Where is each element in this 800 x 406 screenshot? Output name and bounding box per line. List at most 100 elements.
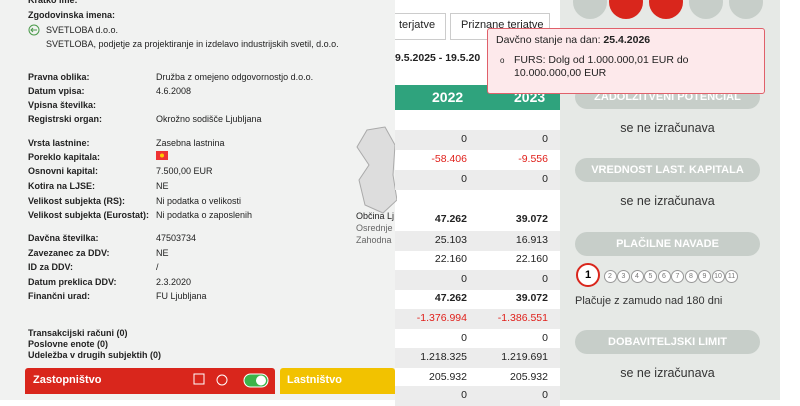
tooltip-title: Davčno stanje na dan: 25.4.2026 — [496, 34, 651, 46]
cell: 1.218.325 — [420, 351, 467, 363]
cell: -1.386.551 — [497, 312, 548, 324]
field-value: NE — [156, 181, 169, 191]
rating-button[interactable]: PLAČILNE NAVADE — [575, 232, 760, 256]
row-bg — [395, 130, 560, 150]
field-label: Velikost subjekta (RS): — [28, 196, 126, 206]
field-label: Poreklo kapitala: — [28, 152, 101, 162]
cell: 22.160 — [434, 253, 467, 265]
action-icons[interactable] — [560, 0, 780, 22]
field-value: Ni podatka o velikosti — [156, 196, 242, 206]
field-value: FU Ljubljana — [156, 291, 207, 301]
cell: 0 — [542, 273, 548, 285]
rating-button[interactable]: DOBAVITELJSKI LIMIT — [575, 330, 760, 354]
cell: 0 — [542, 389, 548, 401]
payment-level: 2 — [603, 270, 617, 283]
info-panel — [0, 0, 395, 400]
payment-level: 9 — [698, 270, 711, 283]
field-label: Registrski organ: — [28, 114, 103, 124]
map — [356, 126, 397, 214]
tab-label: terjatve — [399, 19, 436, 31]
field-value: 4.6.2008 — [156, 86, 192, 96]
cell: 1.219.691 — [501, 351, 548, 363]
payment-level: 10 — [711, 270, 725, 283]
cell: -58.406 — [431, 153, 467, 165]
payment-level: 8 — [684, 270, 698, 283]
field-label: Kotira na LJSE: — [28, 181, 96, 191]
year: 2022 — [432, 89, 464, 105]
cell: 0 — [461, 332, 467, 344]
map-label: Osrednje — [356, 223, 393, 233]
field-value: Ni podatka o zaposlenih — [156, 210, 253, 220]
history-label: Zgodovinska imena: — [28, 10, 116, 20]
cell: 16.913 — [515, 234, 548, 246]
cell: 47.262 — [434, 292, 467, 304]
payment-level: 7 — [671, 270, 684, 283]
field-label: Velikost subjekta (Eurostat): — [28, 210, 150, 220]
cell: 39.072 — [515, 292, 548, 304]
related-link: Poslovne enote (0) — [28, 339, 109, 349]
cell: 0 — [461, 173, 467, 185]
cell: 0 — [542, 173, 548, 185]
panel-title: Zastopništvo — [33, 374, 102, 386]
cell: 0 — [542, 332, 548, 344]
payment-level: 5 — [644, 270, 657, 283]
tooltip: Davčno stanje na dan: 25.4.2026 o FURS: Do… — [487, 28, 765, 94]
ownership-bar[interactable] — [280, 368, 395, 394]
row-bg — [395, 309, 560, 329]
rating-text: se ne izračunava — [620, 121, 715, 135]
field-value: Družba z omejeno odgovornostjo d.o.o. — [156, 72, 314, 82]
cell: 39.072 — [515, 213, 548, 225]
flag-icon — [156, 151, 168, 160]
payment-text: Plačuje z zamudo nad 180 dni — [575, 295, 723, 307]
cell: -9.556 — [518, 153, 548, 165]
tooltip-item: FURS: Dolg od 1.000.000,01 EUR do 10.000… — [514, 54, 689, 79]
field-value: / — [156, 262, 159, 272]
tab[interactable]: terjatve — [395, 13, 446, 40]
related-link: Udeležba v drugih subjektih (0) — [28, 350, 162, 360]
period: 9.5.2025 - 19.5.20 — [395, 52, 481, 64]
cell: 205.932 — [429, 371, 467, 383]
field-label: Datum vpisa: — [28, 86, 85, 96]
field-label: Osnovni kapital: — [28, 166, 99, 176]
cell: 0 — [461, 389, 467, 401]
history-name: SVETLOBA, podjetje za projektiranje in i… — [46, 39, 339, 49]
field-value: 47503734 — [156, 233, 197, 243]
row-bg — [395, 270, 560, 290]
field-label: Pravna oblika: — [28, 72, 90, 82]
cell: 47.262 — [434, 213, 467, 225]
rating-text: se ne izračunava — [620, 194, 715, 208]
row-bg — [395, 348, 560, 368]
cell: 0 — [542, 133, 548, 145]
field-label: Davčna številka: — [28, 233, 99, 243]
field-label: Vpisna številka: — [28, 100, 97, 110]
field-label: Zavezanec za DDV: — [28, 248, 110, 258]
field-value: Okrožno sodišče Ljubljana — [156, 114, 262, 124]
cell: 205.932 — [510, 371, 548, 383]
related-link: Transakcijski računi (0) — [28, 328, 128, 338]
history-icon — [28, 24, 40, 36]
field-label: Datum preklica DDV: — [28, 277, 117, 287]
row-bg — [395, 170, 560, 190]
representation-bar[interactable] — [25, 368, 275, 394]
rating-button[interactable]: VREDNOST LAST. KAPITALA — [575, 158, 760, 182]
row-bg — [395, 231, 560, 251]
payment-level: 11 — [725, 270, 738, 283]
field-label: ID za DDV: — [28, 262, 74, 272]
tooltip-date: 25.4.2026 — [600, 34, 651, 46]
payment-level: 1 — [576, 263, 600, 287]
map-label: Občina Lj — [356, 211, 395, 221]
history-name: SVETLOBA d.o.o. — [46, 25, 119, 35]
cell: -1.376.994 — [416, 312, 467, 324]
field-label: Vrsta lastnine: — [28, 138, 90, 148]
bullet: o — [500, 56, 505, 65]
cell: 25.103 — [434, 234, 467, 246]
map-label: Zahodna — [356, 235, 392, 245]
bar-icons — [193, 373, 269, 388]
panel-title: Lastništvo — [287, 374, 343, 386]
payment-level: 6 — [657, 270, 671, 283]
cell: 22.160 — [515, 253, 548, 265]
field-value: 7.500,00 EUR — [156, 166, 213, 176]
field-label: Finančni urad: — [28, 291, 91, 301]
cell: 0 — [461, 133, 467, 145]
